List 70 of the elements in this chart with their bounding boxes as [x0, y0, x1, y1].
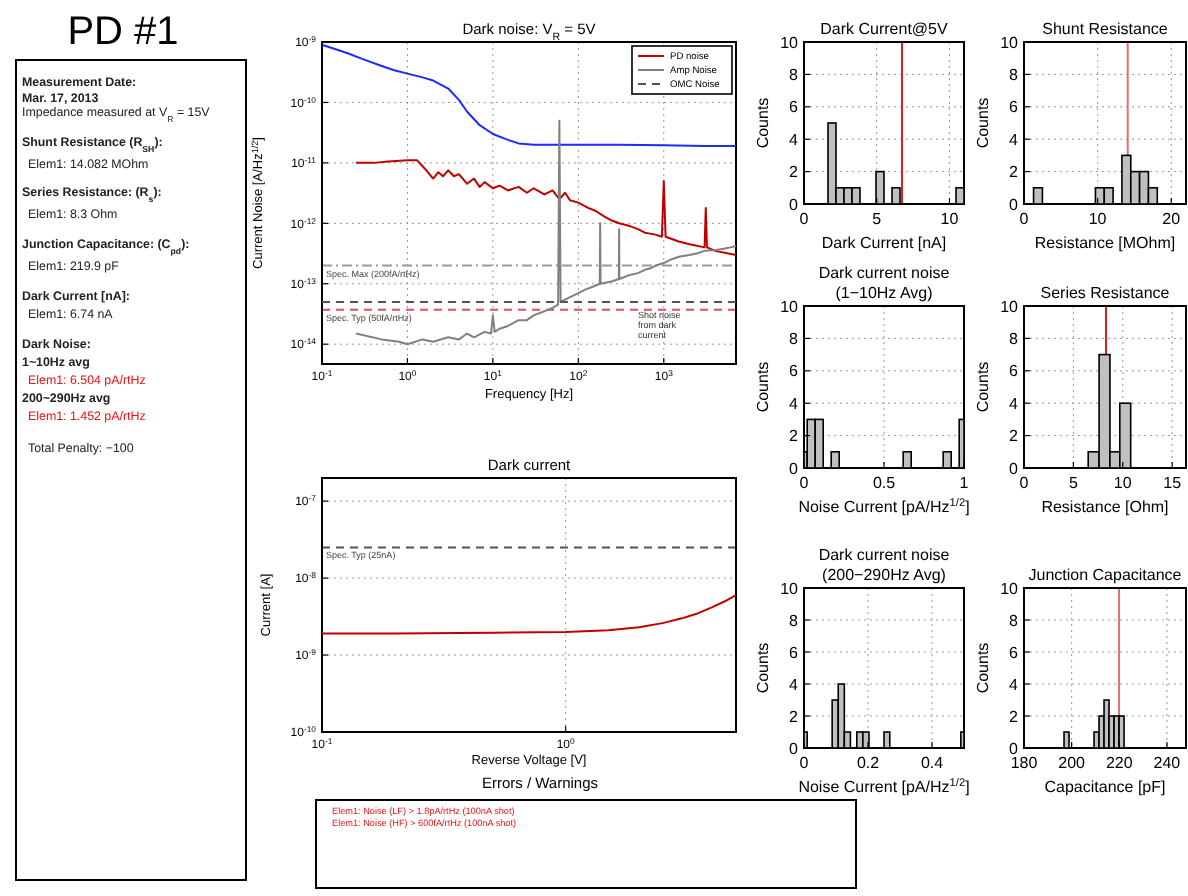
x-axis-title: Noise Current [pA/Hz$^{1/2}$] [798, 496, 970, 516]
y-tick-label: 8 [789, 330, 800, 348]
y-tick-label: 8 [789, 611, 800, 630]
y-tick-label: 6 [1009, 362, 1020, 381]
y-tick-label: 6 [789, 362, 800, 381]
x-tick-label: 0.4 [920, 754, 945, 772]
x-axis-title: Noise Current [pA/Hz$^{1/2}$] [798, 776, 970, 796]
y-tick-label: 2 [1009, 707, 1020, 726]
y-tick-label: 4 [1009, 394, 1020, 413]
y-tick-label: 10 [780, 33, 800, 52]
y-tick-label: 8 [1009, 611, 1020, 630]
y-axis-title: Counts [754, 361, 772, 413]
y-axis-title: Counts [974, 642, 992, 694]
chart-title: Series Resistance [1040, 284, 1171, 302]
chart-title: Dark current noise [818, 546, 951, 564]
y-tick-label: 0 [789, 195, 800, 214]
y-axis-title: Counts [754, 97, 772, 149]
y-tick-label: 10 [780, 579, 800, 598]
x-tick-label: 15 [1163, 474, 1183, 492]
y-tick-label: 2 [789, 163, 800, 182]
y-tick-label: 10 [780, 297, 800, 316]
x-tick-label: 1 [959, 474, 970, 492]
y-tick-label: 2 [789, 707, 800, 726]
y-axis-title: Counts [974, 97, 992, 149]
x-tick-label: 0.5 [872, 474, 897, 492]
y-tick-label: 8 [1009, 66, 1020, 84]
chart-subtitle: (200−290Hz Avg) [822, 566, 947, 584]
y-tick-label: 0 [1009, 195, 1020, 214]
x-tick-label: 0.2 [856, 754, 881, 772]
x-tick-label: 10 [940, 210, 960, 228]
chart-title: Shunt Resistance [1042, 20, 1169, 38]
y-tick-label: 6 [789, 643, 800, 662]
y-tick-label: 4 [789, 130, 800, 149]
x-axis-title: Resistance [MOhm] [1034, 234, 1176, 252]
x-tick-label: 10 [1088, 210, 1108, 228]
x-tick-label: 200 [1058, 754, 1087, 772]
chart-title: Dark Current@5V [820, 20, 950, 38]
x-tick-label: 5 [1068, 474, 1079, 492]
y-tick-label: 0 [1009, 459, 1020, 478]
y-tick-label: 10 [1000, 33, 1020, 52]
x-axis-title: Resistance [Ohm] [1041, 498, 1169, 516]
x-tick-label: 5 [872, 210, 883, 228]
y-tick-label: 4 [789, 394, 800, 413]
y-tick-label: 10 [1000, 297, 1020, 316]
y-tick-label: 4 [1009, 130, 1020, 149]
y-tick-label: 2 [1009, 427, 1020, 446]
y-tick-label: 6 [1009, 643, 1020, 662]
y-axis-title: Counts [754, 642, 772, 694]
x-tick-label: 10 [1113, 474, 1133, 492]
y-tick-label: 2 [1009, 163, 1020, 182]
chart-title: Dark current noise [818, 264, 951, 282]
y-tick-label: 2 [789, 427, 800, 446]
chart-title: Junction Capacitance [1028, 566, 1183, 584]
y-tick-label: 10 [1000, 579, 1020, 598]
y-axis-title: Counts [974, 361, 992, 413]
y-tick-label: 4 [1009, 675, 1020, 694]
chart-subtitle: (1−10Hz Avg) [835, 284, 934, 302]
y-tick-label: 8 [789, 66, 800, 84]
x-tick-label: 220 [1105, 754, 1134, 772]
y-tick-label: 6 [789, 98, 800, 117]
x-tick-label: 180 [1010, 754, 1039, 772]
x-tick-label: 20 [1162, 210, 1182, 228]
text: PD #1 [67, 10, 179, 54]
x-tick-label: 240 [1153, 754, 1182, 772]
y-tick-label: 6 [1009, 98, 1020, 117]
y-tick-label: 4 [789, 675, 800, 694]
y-tick-label: 0 [789, 459, 800, 478]
x-axis-title: Dark Current [nA] [821, 234, 947, 252]
x-axis-title: Capacitance [pF] [1044, 778, 1166, 796]
y-tick-label: 8 [1009, 330, 1020, 348]
